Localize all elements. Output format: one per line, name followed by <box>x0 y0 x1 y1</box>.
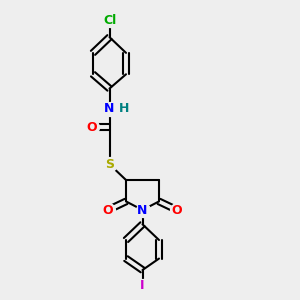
Text: I: I <box>140 279 145 292</box>
Text: O: O <box>103 203 113 217</box>
Text: N: N <box>137 203 148 217</box>
Text: H: H <box>119 102 130 115</box>
Text: O: O <box>172 203 182 217</box>
Text: O: O <box>86 121 97 134</box>
Text: S: S <box>105 158 114 171</box>
Text: N: N <box>104 102 115 115</box>
Text: Cl: Cl <box>103 14 116 26</box>
